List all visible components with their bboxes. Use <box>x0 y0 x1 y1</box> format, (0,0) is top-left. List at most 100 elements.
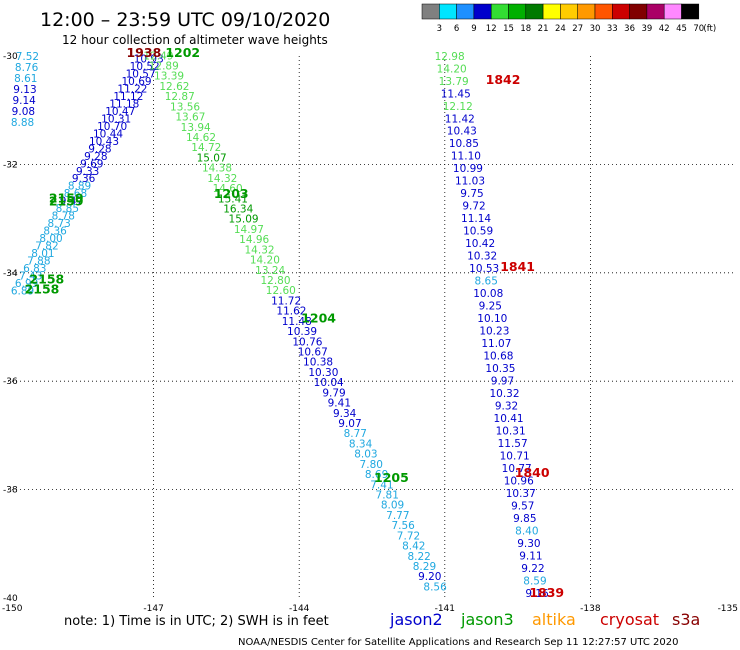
satellite-legend: jason2 jason3 altika cryosat s3a <box>389 610 700 629</box>
wave-height-label: 8.65 <box>475 276 498 288</box>
x-tick-label: -144 <box>289 604 310 614</box>
color-swatch <box>681 3 700 20</box>
wave-height-label: 7.88 <box>27 256 50 268</box>
wave-height-label: 11.12 <box>113 91 143 103</box>
wave-height-label: 9.69 <box>80 158 103 170</box>
color-swatch <box>473 3 492 20</box>
x-tick-label: -138 <box>580 604 601 614</box>
wave-height-label: 7.81 <box>376 489 399 501</box>
wave-height-label: 11.22 <box>117 83 147 95</box>
wave-height-label: 13.79 <box>439 76 469 88</box>
color-swatch <box>663 3 682 20</box>
wave-height-label: 8.56 <box>423 581 447 593</box>
color-scale-label: 39 <box>641 24 652 34</box>
wave-height-label: 10.85 <box>449 138 479 150</box>
wave-height-label: 9.08 <box>12 106 35 118</box>
wave-height-label: 10.44 <box>93 128 123 140</box>
color-swatch <box>490 3 509 20</box>
wave-height-label: 14.20 <box>250 255 280 267</box>
wave-height-label: 10.42 <box>465 238 495 250</box>
wave-height-label: 12.89 <box>149 60 179 72</box>
wave-height-label: 14.97 <box>234 224 264 236</box>
color-swatch <box>560 3 578 20</box>
wave-height-label: 10.30 <box>308 367 338 379</box>
wave-height-label: 9.16 <box>525 588 549 600</box>
pass-time-label: 2159 <box>49 194 84 209</box>
wave-height-label: 11.07 <box>481 338 511 350</box>
wave-height-label: 7.56 <box>391 520 415 532</box>
color-scale-label: 9 <box>471 24 476 34</box>
color-scale-label: 3 <box>437 24 442 34</box>
wave-height-label: 9.97 <box>491 376 514 388</box>
wave-height-label: 11.42 <box>445 113 475 125</box>
wave-height-label: 10.41 <box>494 413 524 425</box>
wave-height-label: 11.57 <box>498 438 528 450</box>
wave-height-label: 9.75 <box>460 188 483 200</box>
wave-height-label: 12.87 <box>165 91 195 103</box>
wave-height-label: 9.28 <box>88 143 111 155</box>
color-scale-label: 45 <box>676 24 687 34</box>
legend-cryosat: cryosat <box>600 610 659 629</box>
wave-height-label: 10.70 <box>97 121 127 133</box>
chart-title: 12:00 – 23:59 UTC 09/10/2020 <box>40 9 330 31</box>
wave-height-label: 8.77 <box>344 428 367 440</box>
color-scale-label: 27 <box>572 24 583 34</box>
color-scale-label: 30 <box>590 24 601 34</box>
x-tick-label: -147 <box>143 604 163 614</box>
wave-height-label: 9.41 <box>328 398 351 410</box>
wave-height-label: 14.38 <box>202 163 232 175</box>
wave-height-label: 8.85 <box>56 203 79 215</box>
wave-height-label: 9.36 <box>72 173 96 185</box>
wave-height-label: 8.01 <box>31 248 54 260</box>
color-scale-label: 6 <box>454 24 459 34</box>
track-1938: 7.528.768.619.139.149.088.88 <box>11 51 39 129</box>
wave-height-label: 16.34 <box>223 203 253 215</box>
color-swatch <box>577 3 596 20</box>
color-scale-label: 42 <box>659 24 670 34</box>
wave-height-label: 10.53 <box>469 263 499 275</box>
wave-height-label: 10.23 <box>479 326 509 338</box>
wave-height-label: 9.20 <box>418 571 441 583</box>
color-swatch <box>629 3 648 20</box>
wave-height-label: 10.71 <box>500 451 530 463</box>
color-scale-label: 18 <box>520 24 531 34</box>
wave-height-label: 10.57 <box>126 68 156 80</box>
wave-height-label: 10.43 <box>89 136 119 148</box>
pass-time-label: 1938 <box>126 45 161 60</box>
wave-height-label: 8.42 <box>402 541 425 553</box>
color-swatch <box>439 3 457 20</box>
wave-height-label: 11.48 <box>282 316 312 328</box>
axis-tick-labels: -30 -32 -34 -36 -38 -40-150 -147 -144 -141 -138 -1… <box>2 52 738 614</box>
wave-height-label: 10.31 <box>496 426 526 438</box>
wave-height-label: 8.29 <box>413 561 436 573</box>
wave-height-label: 8.09 <box>381 500 404 512</box>
color-swatch <box>646 3 665 20</box>
y-tick-label: -40 <box>3 594 18 604</box>
color-swatch <box>612 3 630 20</box>
wave-height-label: 11.18 <box>109 98 139 110</box>
pass-time-label: 1840 <box>515 465 550 480</box>
wave-height-label: 10.35 <box>485 363 515 375</box>
wave-height-label: 8.69 <box>365 469 388 481</box>
wave-height-label: 10.59 <box>463 226 493 238</box>
wave-height-label: 12.98 <box>435 51 465 63</box>
wave-height-label: 10.39 <box>287 326 317 338</box>
wave-height-label: 11.10 <box>451 151 481 163</box>
wave-height-label: 10.77 <box>502 463 532 475</box>
wave-height-label: 15.07 <box>197 152 227 164</box>
wave-height-label: 13.39 <box>154 71 184 83</box>
pass-time-label: 1842 <box>486 72 521 87</box>
color-scale-label: 21 <box>538 24 549 34</box>
wave-height-label: 10.69 <box>122 76 152 88</box>
wave-height-label: 10.31 <box>101 113 131 125</box>
wave-height-label: 9.28 <box>84 151 107 163</box>
wave-height-label: 9.13 <box>13 84 36 96</box>
wave-height-label: 8.03 <box>354 449 377 461</box>
wave-height-label: 9.22 <box>521 563 544 575</box>
wave-height-label: 9.07 <box>338 418 361 430</box>
wave-height-label: 9.57 <box>511 500 534 512</box>
grid-lines <box>8 56 736 598</box>
color-scale-label: 12 <box>486 24 497 34</box>
wave-height-label: 9.34 <box>333 408 357 420</box>
wave-height-label: 9.30 <box>517 538 540 550</box>
